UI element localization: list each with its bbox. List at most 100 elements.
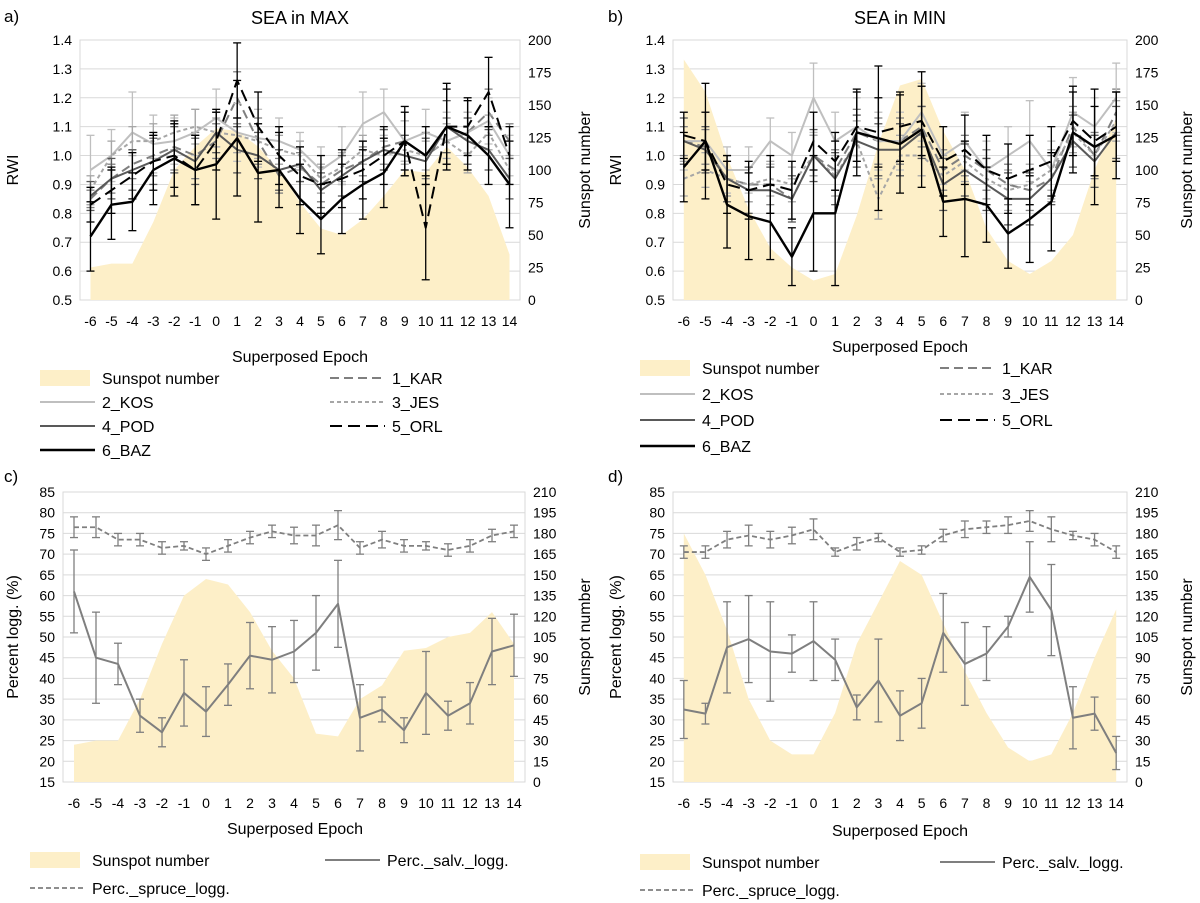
x-tick-label: 4 bbox=[896, 795, 904, 811]
legend-item: Perc._spruce_logg. bbox=[640, 883, 840, 900]
y-tick-label: 60 bbox=[649, 588, 665, 604]
legend-item: Sunspot number bbox=[640, 360, 820, 378]
x-tick-label: 14 bbox=[502, 313, 518, 329]
chart-title: SEA in MAX bbox=[251, 8, 349, 28]
legend: Sunspot number 1_KAR 2_KOS 3_JES 4_POD 5_ORL 6… bbox=[640, 360, 1053, 456]
x-tick-label: 10 bbox=[1022, 313, 1038, 329]
legend-label: 6_BAZ bbox=[102, 443, 151, 460]
y2-axis-label: Sunspot number bbox=[577, 111, 594, 229]
y2-tick-label: 0 bbox=[1135, 774, 1143, 790]
y2-axis-label: Sunspot number bbox=[577, 578, 594, 696]
x-tick-label: -5 bbox=[105, 313, 118, 329]
legend-item: 5_ORL bbox=[940, 413, 1053, 430]
x-tick-label: -2 bbox=[764, 795, 777, 811]
y2-tick-label: 150 bbox=[533, 567, 557, 583]
x-tick-label: 10 bbox=[418, 795, 434, 811]
panel-label-a: a) bbox=[4, 7, 19, 26]
y-tick-label: 1.2 bbox=[646, 90, 666, 106]
y-tick-label: 50 bbox=[39, 629, 55, 645]
x-tick-label: 12 bbox=[460, 313, 476, 329]
x-tick-label: 5 bbox=[918, 795, 926, 811]
legend-item: 4_POD bbox=[640, 413, 754, 430]
y2-tick-label: 75 bbox=[1135, 670, 1151, 686]
y2-tick-label: 150 bbox=[1135, 567, 1159, 583]
y-tick-label: 1.0 bbox=[53, 148, 73, 164]
legend-item: 1_KAR bbox=[330, 371, 443, 388]
y-tick-label: 60 bbox=[39, 588, 55, 604]
legend-label: Perc._salv._logg. bbox=[387, 853, 509, 870]
y-tick-label: 75 bbox=[649, 525, 665, 541]
y-tick-label: 30 bbox=[39, 712, 55, 728]
y2-tick-label: 25 bbox=[528, 260, 544, 276]
y-tick-label: 40 bbox=[649, 670, 665, 686]
x-tick-label: 6 bbox=[939, 795, 947, 811]
y2-tick-label: 180 bbox=[533, 525, 557, 541]
x-tick-label: -3 bbox=[147, 313, 160, 329]
x-tick-label: 11 bbox=[1044, 313, 1059, 329]
x-tick-label: 1 bbox=[233, 313, 241, 329]
legend-item: Sunspot number bbox=[30, 852, 210, 870]
panel-label-d: d) bbox=[608, 467, 623, 486]
x-tick-label: 14 bbox=[1108, 795, 1124, 811]
legend-item: 3_JES bbox=[940, 387, 1049, 404]
x-tick-label: -3 bbox=[134, 795, 147, 811]
y2-tick-label: 75 bbox=[528, 195, 544, 211]
y-tick-label: 30 bbox=[649, 712, 665, 728]
x-tick-label: -6 bbox=[84, 313, 97, 329]
y-tick-label: 1.0 bbox=[646, 148, 666, 164]
y-tick-label: 0.5 bbox=[53, 292, 73, 308]
x-tick-label: -5 bbox=[699, 313, 712, 329]
legend-item: 6_BAZ bbox=[40, 443, 151, 460]
legend-swatch bbox=[640, 360, 690, 376]
x-tick-label: -1 bbox=[786, 795, 799, 811]
x-tick-label: 1 bbox=[224, 795, 232, 811]
x-tick-label: 9 bbox=[401, 313, 409, 329]
panel-label-c: c) bbox=[4, 467, 18, 486]
chart-panel-logging-max: 1520253035404550556065707580850153045607… bbox=[5, 484, 594, 898]
y2-tick-label: 60 bbox=[1135, 691, 1151, 707]
y-tick-label: 15 bbox=[39, 774, 55, 790]
x-axis-label: Superposed Epoch bbox=[832, 339, 968, 356]
legend-label: 5_ORL bbox=[1002, 413, 1053, 430]
series-line bbox=[89, 79, 511, 229]
y2-tick-label: 0 bbox=[1135, 292, 1143, 308]
y-tick-label: 35 bbox=[649, 691, 665, 707]
y2-tick-label: 30 bbox=[1135, 733, 1151, 749]
legend-item: Perc._salv._logg. bbox=[940, 855, 1124, 872]
y2-tick-label: 125 bbox=[528, 130, 552, 146]
x-tick-label: 4 bbox=[290, 795, 298, 811]
x-tick-label: 7 bbox=[961, 313, 969, 329]
y2-tick-label: 195 bbox=[1135, 505, 1159, 521]
legend-label: 5_ORL bbox=[392, 419, 443, 436]
y-tick-label: 0.6 bbox=[646, 263, 666, 279]
series-line bbox=[683, 520, 1117, 553]
x-tick-label: 4 bbox=[296, 313, 304, 329]
y2-tick-label: 0 bbox=[533, 774, 541, 790]
x-tick-label: 5 bbox=[918, 313, 926, 329]
x-tick-label: 0 bbox=[212, 313, 220, 329]
legend-label: Sunspot number bbox=[702, 855, 820, 872]
y-tick-label: 0.5 bbox=[646, 292, 666, 308]
y2-tick-label: 15 bbox=[1135, 753, 1151, 769]
y2-tick-label: 165 bbox=[1135, 546, 1159, 562]
y-tick-label: 0.9 bbox=[53, 176, 73, 192]
y2-tick-label: 90 bbox=[1135, 650, 1151, 666]
y-tick-label: 0.7 bbox=[646, 234, 666, 250]
legend-label: 4_POD bbox=[102, 419, 154, 436]
legend-item: Sunspot number bbox=[40, 370, 220, 388]
x-tick-label: 12 bbox=[1065, 795, 1081, 811]
legend: Sunspot number Perc._salv._logg. Perc._spr… bbox=[30, 852, 509, 898]
y-tick-label: 20 bbox=[39, 753, 55, 769]
chart-panel-sea-min: 0.50.60.70.80.91.01.11.21.31.40255075100… bbox=[608, 8, 1196, 456]
x-axis-label: Superposed Epoch bbox=[832, 823, 968, 840]
x-tick-label: 0 bbox=[810, 313, 818, 329]
y2-axis-label: Sunspot number bbox=[1179, 111, 1196, 229]
y-tick-label: 65 bbox=[649, 567, 665, 583]
series-line bbox=[683, 575, 1118, 754]
y-axis-label: RWI bbox=[608, 155, 625, 186]
y-axis-label: Percent logg. (%) bbox=[5, 575, 22, 699]
x-tick-label: 9 bbox=[1004, 313, 1012, 329]
y2-tick-label: 165 bbox=[533, 546, 557, 562]
y2-tick-label: 45 bbox=[1135, 712, 1151, 728]
y2-tick-label: 175 bbox=[1135, 65, 1159, 81]
